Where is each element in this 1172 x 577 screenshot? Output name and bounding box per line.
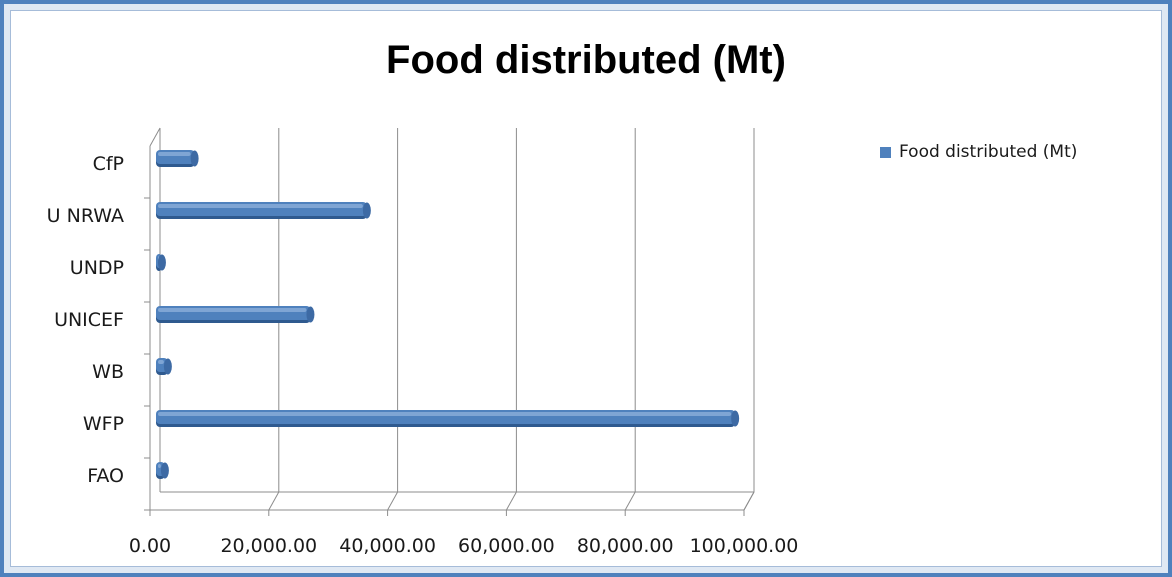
- chart-area: [10, 10, 1162, 567]
- x-tick-label: 60,000.00: [458, 535, 555, 557]
- gridline-floor: [268, 491, 280, 511]
- x-tick-label: 20,000.00: [220, 535, 317, 557]
- legend: Food distributed (Mt): [880, 142, 1077, 162]
- bar-cap: [731, 410, 740, 427]
- x-tick-label: 0.00: [129, 535, 171, 557]
- legend-swatch: [880, 146, 891, 158]
- chart-title: Food distributed (Mt): [386, 38, 786, 82]
- wall-top-edge: [149, 127, 161, 147]
- bar-highlight: [158, 464, 161, 468]
- x-tick-label: 100,000.00: [690, 535, 799, 557]
- x-tick-label: 40,000.00: [339, 535, 436, 557]
- legend-label: Food distributed (Mt): [899, 142, 1078, 162]
- y-tick-label: FAO: [87, 465, 124, 487]
- bar-highlight: [158, 204, 363, 208]
- bar-cap: [163, 358, 172, 375]
- y-tick-label: WFP: [83, 413, 124, 435]
- bar-cap: [306, 306, 315, 323]
- y-tick-label: CfP: [93, 153, 124, 175]
- bar-highlight: [158, 308, 307, 312]
- bar-highlight: [158, 360, 164, 364]
- bar-highlight: [158, 412, 732, 416]
- y-tick-label: UNDP: [70, 257, 124, 279]
- bar-cap: [190, 150, 199, 167]
- y-tick-label: WB: [92, 361, 124, 383]
- gridline-floor: [743, 491, 755, 511]
- gridline-floor: [387, 491, 399, 511]
- y-tick-label: UNICEF: [54, 309, 124, 331]
- bar-cap: [160, 462, 169, 479]
- bar-cap: [362, 202, 371, 219]
- gridline-floor: [624, 491, 636, 511]
- bar-cap: [157, 254, 166, 271]
- x-tick-label: 80,000.00: [577, 535, 674, 557]
- y-tick-label: U NRWA: [47, 205, 124, 227]
- gridline-floor: [505, 491, 517, 511]
- bar-highlight: [158, 152, 191, 156]
